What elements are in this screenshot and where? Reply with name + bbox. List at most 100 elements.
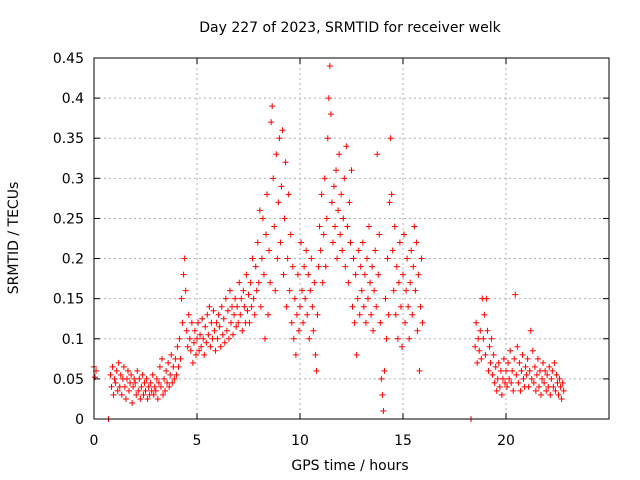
plot-frame (93, 57, 610, 420)
data-point (196, 347, 203, 354)
data-point (345, 279, 352, 286)
data-point (325, 95, 332, 102)
data-point (335, 207, 342, 214)
data-point (162, 387, 169, 394)
data-point (188, 319, 195, 326)
data-point (127, 379, 134, 386)
data-point (538, 391, 545, 398)
data-point (277, 239, 284, 246)
data-point (252, 263, 259, 270)
data-point (174, 343, 181, 350)
data-point (347, 239, 354, 246)
data-point (482, 351, 489, 358)
data-point (223, 327, 230, 334)
data-point (140, 391, 147, 398)
data-point (497, 367, 504, 374)
data-point (522, 363, 529, 370)
data-point (478, 355, 485, 362)
data-point (206, 303, 213, 310)
data-point (367, 279, 374, 286)
data-point (129, 399, 136, 406)
data-point (520, 375, 527, 382)
data-point (412, 287, 419, 294)
data-point (378, 375, 385, 382)
data-point (494, 375, 501, 382)
data-points (91, 63, 567, 422)
data-point (249, 255, 256, 262)
y-tick-labels: 0 0.05 0.1 0.15 0.2 0.25 0.3 0.35 0.4 0.45 (53, 51, 84, 428)
data-point (166, 383, 173, 390)
data-point (380, 407, 387, 414)
data-point (403, 287, 410, 294)
data-point (393, 263, 400, 270)
data-point (353, 351, 360, 358)
data-point (376, 231, 383, 238)
data-point (224, 307, 231, 314)
data-point (386, 199, 393, 206)
data-point (409, 311, 416, 318)
data-point (394, 335, 401, 342)
data-point (539, 375, 546, 382)
data-point (534, 355, 541, 362)
data-point (372, 247, 379, 254)
data-point (368, 311, 375, 318)
data-point (503, 367, 509, 374)
data-point (180, 271, 187, 278)
data-point (305, 271, 312, 278)
data-point (553, 371, 560, 378)
data-point (142, 387, 149, 394)
data-point (255, 279, 262, 286)
data-point (225, 335, 232, 342)
data-point (501, 379, 508, 386)
data-point (527, 327, 534, 334)
data-point (270, 175, 277, 182)
data-point (360, 303, 367, 310)
data-point (306, 335, 313, 342)
data-point (221, 339, 228, 346)
data-point (137, 395, 144, 402)
data-point (475, 335, 482, 342)
data-point (382, 295, 389, 302)
data-point (192, 351, 199, 358)
data-point (251, 311, 258, 318)
data-point (508, 379, 515, 386)
data-point (338, 191, 345, 198)
data-point (264, 191, 271, 198)
data-point (284, 255, 291, 262)
data-point (336, 151, 343, 158)
data-point (211, 327, 218, 334)
data-point (290, 335, 297, 342)
data-point (112, 379, 119, 386)
data-point (232, 295, 239, 302)
data-point (321, 175, 328, 182)
data-point (354, 295, 361, 302)
data-point (171, 375, 178, 382)
data-point (343, 143, 350, 150)
data-point (348, 167, 355, 174)
data-point (293, 311, 300, 318)
y-tick-label: 0 (75, 412, 84, 428)
data-point (107, 371, 114, 378)
data-point (358, 287, 365, 294)
data-point (179, 319, 186, 326)
data-point (250, 295, 257, 302)
data-point (486, 343, 493, 350)
data-point (547, 391, 554, 398)
data-point (546, 363, 553, 370)
data-point (231, 311, 238, 318)
data-point (341, 175, 348, 182)
data-point (500, 355, 507, 362)
data-point (280, 271, 287, 278)
y-tick-label: 0.15 (53, 292, 84, 308)
data-point (157, 383, 164, 390)
data-point (416, 367, 423, 374)
data-point (185, 311, 192, 318)
data-point (356, 311, 363, 318)
data-point (543, 387, 550, 394)
data-point (397, 303, 404, 310)
data-point (281, 215, 288, 222)
data-point (349, 303, 356, 310)
data-point (230, 331, 237, 338)
data-point (258, 255, 265, 262)
chart-title: Day 227 of 2023, SRMTID for receiver wel… (199, 20, 501, 36)
